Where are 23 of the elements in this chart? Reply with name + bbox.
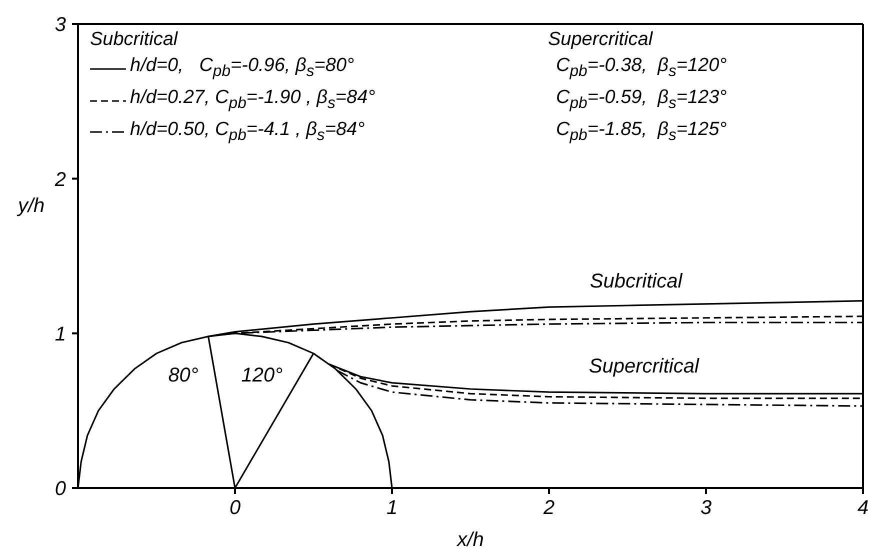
y-axis-title: y/h	[18, 195, 45, 218]
annotation: Supercritical	[548, 28, 654, 52]
legend-label: h/d=0, C$_{pb}$=-0.96, β$_{s}$=80°	[130, 54, 354, 82]
legend-title: Subcritical	[90, 28, 179, 52]
x-tick-label: 3	[700, 497, 712, 520]
x-tick-label: 4	[857, 497, 869, 520]
x-axis-title: x/h	[456, 529, 484, 551]
annotation: Supercritical	[588, 356, 699, 379]
y-tick-label: 2	[54, 168, 66, 191]
annotation: C$_{pb}$=-1.85, β$_{s}$=125°	[555, 118, 727, 146]
y-tick-label: 1	[54, 323, 66, 346]
x-tick-label: 0	[229, 497, 241, 520]
x-tick-label: 1	[386, 497, 398, 520]
y-tick-label: 0	[54, 478, 66, 500]
annotation: Subcritical	[590, 270, 682, 294]
annotation: C$_{pb}$=-0.59, β$_{s}$=123°	[555, 86, 727, 114]
legend-label: h/d=0.27, C$_{pb}$=-1.90 , β$_{s}$=84°	[130, 86, 376, 114]
annotation: C$_{pb}$=-0.38, β$_{s}$=120°	[555, 54, 727, 82]
legend-label: h/d=0.50, C$_{pb}$=-4.1 , β$_{s}$=84°	[130, 118, 365, 146]
x-tick-label: 2	[542, 497, 555, 520]
y-tick-label: 3	[54, 14, 66, 36]
annotation: 120°	[241, 364, 283, 388]
annotation: 80°	[168, 364, 198, 388]
